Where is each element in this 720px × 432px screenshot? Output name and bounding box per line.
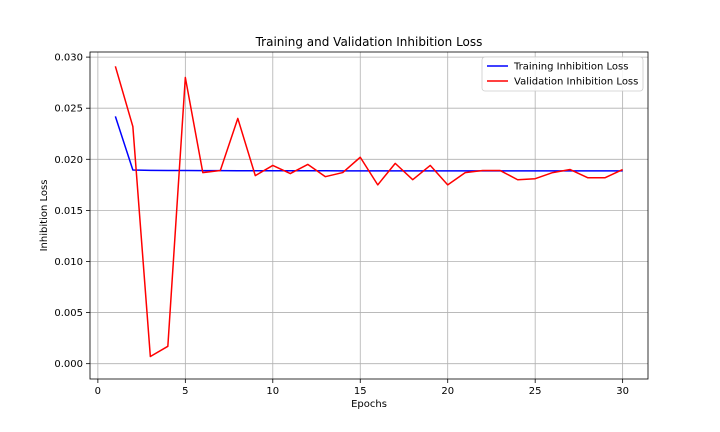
y-tick-label: 0.020 [54,155,83,166]
y-axis-label: Inhibition Loss [39,180,50,252]
y-tick-label: 0.030 [54,53,83,64]
plot-frame [89,51,649,380]
y-tick-label: 0.010 [54,257,83,268]
x-tick-label: 15 [354,386,367,397]
x-axis-label: Epochs [351,399,387,410]
x-tick-label: 30 [616,386,629,397]
x-tick-label: 25 [529,386,542,397]
validation-loss-line [114,66,623,358]
y-tick-label: 0.025 [54,104,83,115]
x-tick-label: 20 [441,386,454,397]
series-lines [114,66,623,358]
legend-label-validation: Validation Inhibition Loss [514,77,638,88]
x-tick-label: 0 [95,386,101,397]
y-tick-label: 0.000 [54,359,83,370]
grid [90,52,648,379]
y-tick-label: 0.005 [54,308,83,319]
x-tick-label: 5 [182,386,188,397]
axis-ticks: 0 5 10 15 20 25 30 0.000 0.005 0.010 0.015 0.020 0.0… [54,53,629,397]
legend-label-training: Training Inhibition Loss [513,62,628,73]
training-loss-line [114,116,623,172]
legend-box [481,56,644,92]
x-tick-label: 10 [266,386,279,397]
chart-title: Training and Validation Inhibition Loss [255,35,483,49]
y-tick-label: 0.015 [54,206,83,217]
legend: Training Inhibition Loss Validation Inhi… [481,56,644,92]
